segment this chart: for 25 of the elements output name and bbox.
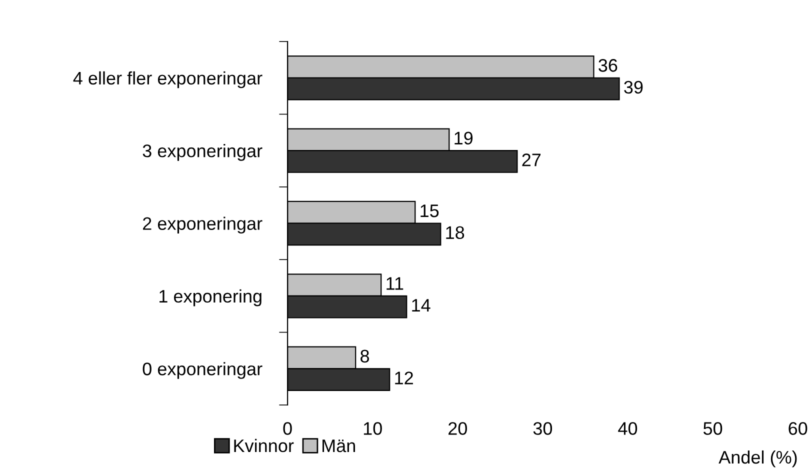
x-tick-label: 60 — [788, 422, 808, 435]
data-label: 11 — [386, 277, 404, 290]
data-label: 39 — [624, 80, 643, 94]
x-axis-title: Andel (%) — [718, 450, 797, 468]
y-tick-label: 2 exponeringar — [143, 216, 262, 234]
data-label: 8 — [360, 350, 370, 363]
data-label: 36 — [598, 59, 618, 72]
y-tick-label: 3 exponeringar — [142, 144, 262, 161]
x-tick-label: 0 — [283, 422, 292, 435]
data-label: 14 — [412, 299, 430, 312]
x-tick-label: 50 — [703, 422, 722, 435]
y-tick-label: 4 eller fler exponeringar — [73, 71, 262, 88]
x-tick-label: 30 — [533, 422, 552, 435]
y-tick-label: 0 exponeringar — [142, 362, 262, 379]
x-tick-label: 40 — [618, 422, 638, 435]
data-label: 12 — [395, 372, 413, 384]
legend-label: Kvinnor — [234, 438, 294, 452]
data-label: 18 — [446, 226, 464, 240]
y-tick-label: 1 exponering — [160, 289, 262, 306]
legend-label: Män — [322, 440, 356, 452]
data-label: 19 — [454, 132, 473, 145]
x-tick-label: 20 — [448, 422, 467, 435]
data-label: 27 — [522, 154, 541, 166]
x-tick-label: 10 — [364, 422, 382, 435]
data-label: 15 — [420, 204, 439, 218]
